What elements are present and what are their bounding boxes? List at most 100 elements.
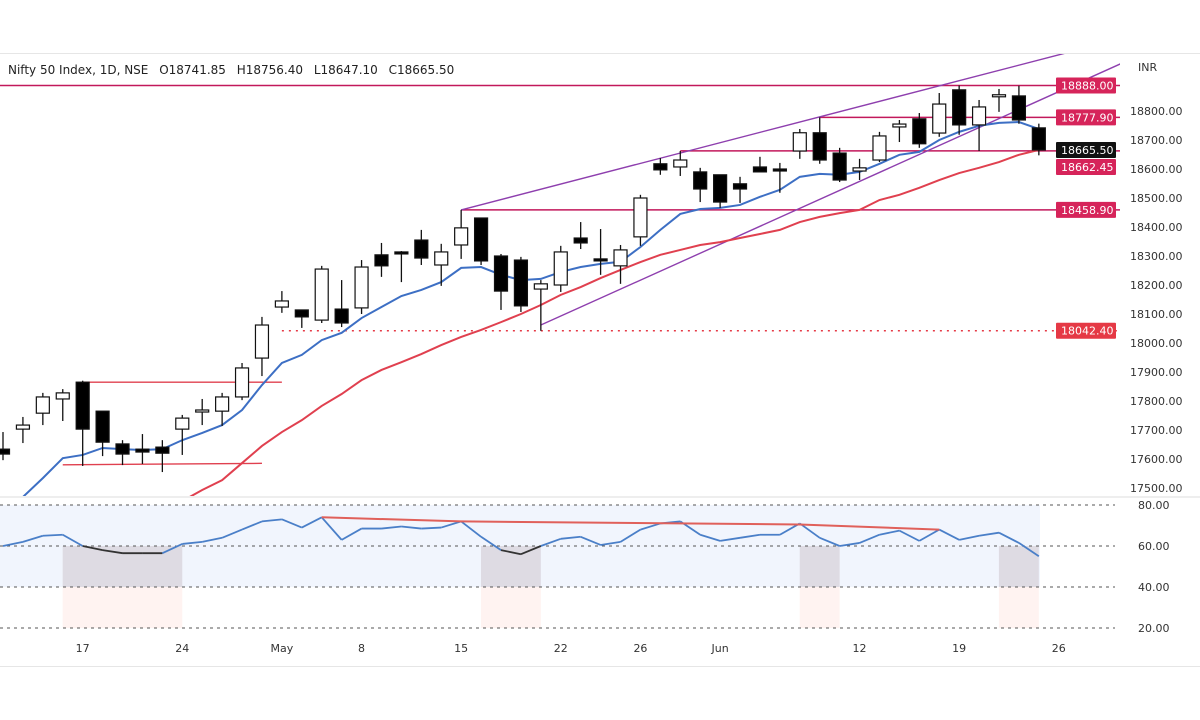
candle-body <box>0 448 11 455</box>
price-label: 18042.40 <box>1061 325 1114 338</box>
rsi-line-segment <box>261 518 282 523</box>
price-label-box <box>1056 77 1116 94</box>
candle-body <box>95 410 110 443</box>
candle-body <box>215 396 230 412</box>
candle <box>653 157 668 175</box>
rsi-line-segment <box>540 537 562 547</box>
candle-body <box>912 118 927 145</box>
candle-body <box>394 251 409 255</box>
price-label: 18665.50 <box>1061 144 1114 157</box>
candle-body <box>1031 127 1046 151</box>
rsi-shade-weak <box>799 587 840 628</box>
time-axis-tick: 8 <box>358 642 365 655</box>
candle-body <box>971 106 987 126</box>
candle <box>414 229 429 265</box>
price-pane <box>0 54 1120 496</box>
candle <box>195 398 210 426</box>
rsi-line-segment <box>958 534 980 541</box>
candle-body <box>932 103 947 134</box>
candle <box>713 174 728 208</box>
rsi-line-segment <box>22 534 44 543</box>
candle <box>473 217 489 265</box>
time-axis-tick: 19 <box>952 642 966 655</box>
price-axis-tick: 17500.00 <box>1130 482 1183 495</box>
candle <box>593 229 608 275</box>
rsi-line-segment <box>221 528 243 539</box>
rsi-line-segment <box>560 535 581 540</box>
candle <box>971 99 987 152</box>
candle <box>912 113 927 148</box>
candle-body <box>135 448 150 453</box>
rsi-line-segment <box>879 529 900 536</box>
rsi-line-segment <box>241 520 263 531</box>
price-axis-tick: 17700.00 <box>1130 424 1183 437</box>
rsi-line-segment <box>520 545 542 556</box>
candle <box>832 147 847 183</box>
price-axis-tick: 18200.00 <box>1130 279 1183 292</box>
rsi-line-segment <box>102 549 123 555</box>
candle-body <box>75 381 90 430</box>
close-value: C18665.50 <box>388 63 455 77</box>
candle-body <box>274 300 289 308</box>
price-label-box <box>1056 159 1116 176</box>
price-axis-tick: 18100.00 <box>1130 308 1183 321</box>
trendline <box>540 63 1120 326</box>
rsi-line-segment <box>600 541 621 546</box>
rsi-line-segment <box>62 533 84 547</box>
rsi-line-segment <box>699 533 721 542</box>
candle-body <box>772 168 787 172</box>
price-label: 18458.90 <box>1061 204 1114 217</box>
price-label: 18888.00 <box>1061 79 1114 92</box>
price-axis-tick: 18500.00 <box>1130 192 1183 205</box>
candle-body <box>175 417 190 430</box>
candle <box>553 245 568 292</box>
rsi-line-segment <box>739 533 761 539</box>
candle <box>115 440 130 466</box>
candle <box>0 432 11 461</box>
candle <box>952 85 967 135</box>
candle <box>872 131 887 163</box>
candle <box>75 380 90 466</box>
candle <box>633 194 648 246</box>
candle-body <box>35 396 50 414</box>
price-label-box <box>1056 322 1116 339</box>
open-value: O18741.85 <box>159 63 226 77</box>
rsi-line-segment <box>859 533 880 544</box>
price-axis-tick: 18300.00 <box>1130 250 1183 263</box>
candle-body <box>434 251 449 266</box>
rsi-line-segment <box>401 525 422 530</box>
candle-body <box>155 446 170 454</box>
candle <box>752 156 768 173</box>
candle-body <box>493 255 509 292</box>
candle-body <box>812 132 827 161</box>
price-axis-tick: 18400.00 <box>1130 221 1183 234</box>
price-axis-tick: 18800.00 <box>1130 105 1183 118</box>
price-label: 18777.90 <box>1061 111 1114 124</box>
candle <box>314 265 329 323</box>
candle-body <box>115 443 130 455</box>
rsi-line-segment <box>799 522 821 539</box>
candle-body <box>832 152 847 181</box>
rsi-line-segment <box>161 543 183 554</box>
rsi-line-segment <box>938 528 960 541</box>
time-axis-tick: 26 <box>633 642 647 655</box>
time-axis-tick: 15 <box>454 642 468 655</box>
price-axis-tick: 18000.00 <box>1130 337 1183 350</box>
candle <box>732 176 748 203</box>
candle <box>792 128 807 159</box>
time-axis-tick: 12 <box>853 642 867 655</box>
candle <box>374 242 389 277</box>
rsi-shade-weak <box>998 587 1039 628</box>
candle-body <box>553 251 568 286</box>
candle <box>35 392 50 426</box>
candle-body <box>454 227 469 246</box>
candle-body <box>991 94 1007 98</box>
candle-body <box>414 239 429 259</box>
candle <box>613 244 628 284</box>
candle <box>533 280 548 331</box>
rsi-line-segment <box>918 528 940 542</box>
rsi-axis-tick: 20.00 <box>1138 622 1170 635</box>
rsi-line-segment <box>42 533 63 537</box>
candle <box>155 440 170 473</box>
